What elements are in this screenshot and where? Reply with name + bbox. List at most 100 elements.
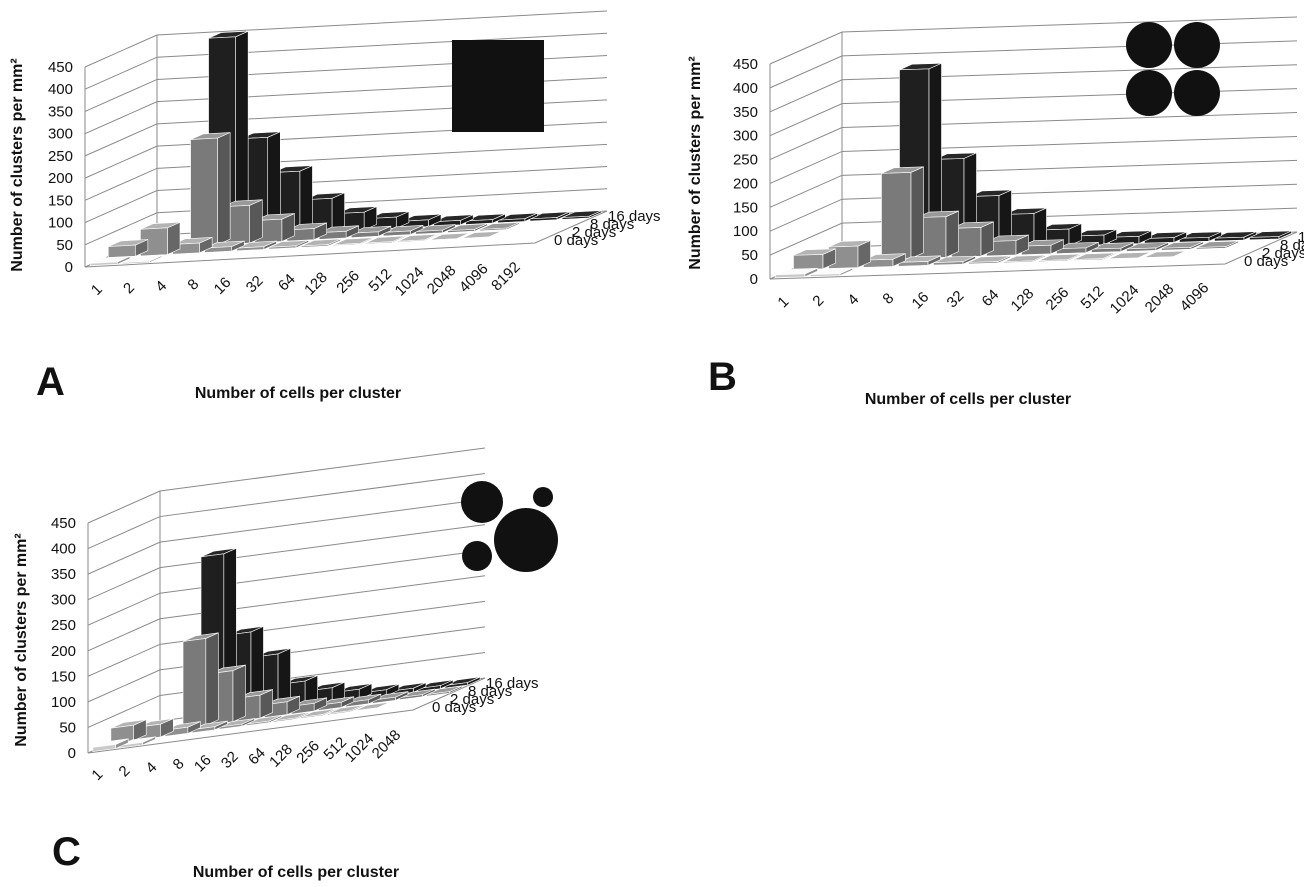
bar bbox=[172, 236, 213, 255]
bar bbox=[1073, 252, 1116, 261]
bar-side bbox=[331, 192, 345, 233]
bar-front bbox=[1249, 236, 1280, 241]
y-tick-label: 400 bbox=[733, 80, 758, 97]
bar-front bbox=[1108, 257, 1139, 260]
x-tick-label: 4096 bbox=[1177, 279, 1213, 315]
bar-front bbox=[365, 241, 393, 245]
bar-front bbox=[89, 261, 118, 266]
bar bbox=[447, 223, 488, 233]
bar bbox=[828, 240, 871, 269]
x-tick-label: 2 bbox=[116, 762, 134, 780]
gridlines bbox=[87, 447, 486, 754]
gridline bbox=[87, 498, 486, 575]
circle-shape bbox=[1174, 22, 1220, 68]
bar bbox=[182, 632, 219, 729]
bar-front bbox=[810, 273, 841, 277]
circle-shape bbox=[461, 481, 503, 523]
x-tick-label: 2 bbox=[809, 292, 827, 310]
bar-front bbox=[1214, 236, 1245, 242]
bar bbox=[793, 248, 836, 271]
bar bbox=[1161, 241, 1204, 251]
x-tick-label: 16 bbox=[191, 752, 215, 776]
gridline bbox=[87, 575, 486, 652]
bar bbox=[332, 237, 374, 246]
y-tick-label: 250 bbox=[51, 617, 76, 634]
y-tick-label: 450 bbox=[733, 56, 758, 73]
x-tick-label: 4 bbox=[844, 291, 862, 309]
bar-front bbox=[461, 236, 490, 240]
bar-front bbox=[775, 273, 806, 279]
bar bbox=[916, 210, 959, 259]
circle-shape bbox=[1126, 22, 1172, 68]
bar bbox=[122, 255, 163, 265]
bar bbox=[354, 701, 391, 712]
bar bbox=[444, 676, 481, 689]
bar bbox=[933, 255, 976, 266]
x-tick-label: 1 bbox=[774, 293, 792, 311]
bar-front bbox=[1091, 247, 1122, 253]
x-axis-title: Number of cells per cluster bbox=[865, 391, 1071, 408]
bar-front bbox=[429, 238, 458, 241]
gridline bbox=[87, 447, 486, 524]
x-tick-label: 256 bbox=[1043, 284, 1073, 314]
bars bbox=[775, 62, 1292, 279]
square-icon bbox=[452, 40, 544, 132]
x-tick-label: 4 bbox=[143, 759, 161, 777]
chart-panel-a: 0 50 100 150 200 250 300 350 400 450 1 2 4 8 16 32 64 128… bbox=[9, 10, 661, 404]
bar bbox=[1249, 230, 1292, 241]
bar bbox=[1038, 253, 1081, 262]
bar bbox=[951, 221, 994, 258]
bar-front bbox=[190, 137, 218, 247]
bar bbox=[426, 685, 463, 697]
gridlines bbox=[84, 10, 608, 268]
bar bbox=[561, 210, 603, 220]
bar bbox=[898, 255, 941, 267]
x-tick-label: 4096 bbox=[456, 260, 492, 296]
series-label: 0 days bbox=[1244, 253, 1288, 270]
x-tick-label: 32 bbox=[243, 272, 267, 296]
bar-front bbox=[426, 691, 450, 697]
series-label: 2 days bbox=[450, 691, 494, 708]
bar-side bbox=[945, 210, 959, 258]
x-tick-label: 2 bbox=[120, 279, 138, 297]
bar-front bbox=[245, 720, 270, 726]
bar bbox=[465, 213, 506, 225]
x-tick-label: 16 bbox=[211, 274, 235, 298]
bar-front bbox=[793, 254, 824, 271]
y-tick-label: 250 bbox=[48, 148, 73, 165]
x-tick-label: 2048 bbox=[369, 727, 405, 763]
gridline bbox=[87, 549, 486, 626]
bar bbox=[89, 255, 131, 266]
bar-front bbox=[881, 172, 912, 260]
y-axis-title: Number of clusters per mm² bbox=[687, 56, 704, 269]
y-tick-label: 350 bbox=[733, 104, 758, 121]
bar-front bbox=[1073, 258, 1104, 261]
x-tick-label: 32 bbox=[218, 748, 242, 772]
bar-side bbox=[249, 199, 263, 244]
bar-front bbox=[182, 638, 207, 729]
y-axis: 0 50 100 150 200 250 300 350 400 450 bbox=[48, 59, 73, 276]
x-tick-label: 256 bbox=[293, 737, 323, 767]
bar-front bbox=[354, 707, 378, 712]
series-label: 8 days bbox=[1280, 237, 1304, 254]
x-tick-label: 64 bbox=[979, 286, 1003, 310]
x-tick-label: 128 bbox=[1008, 285, 1038, 315]
bar-front bbox=[273, 717, 297, 723]
bar bbox=[1021, 239, 1064, 256]
bar-front bbox=[1038, 259, 1069, 262]
y-tick-label: 400 bbox=[48, 81, 73, 98]
bar bbox=[268, 239, 309, 250]
bar-front bbox=[447, 228, 476, 233]
bar bbox=[318, 225, 360, 240]
bar bbox=[986, 234, 1029, 257]
x-tick-label: 1024 bbox=[1107, 282, 1143, 318]
y-axis: 0 50 100 150 200 250 300 350 400 450 bbox=[733, 56, 758, 288]
bar bbox=[300, 708, 337, 719]
bar bbox=[1126, 241, 1169, 252]
bar-front bbox=[529, 217, 558, 222]
y-tick-label: 150 bbox=[48, 192, 73, 209]
panel-label: B bbox=[708, 355, 737, 399]
bar bbox=[775, 267, 818, 279]
